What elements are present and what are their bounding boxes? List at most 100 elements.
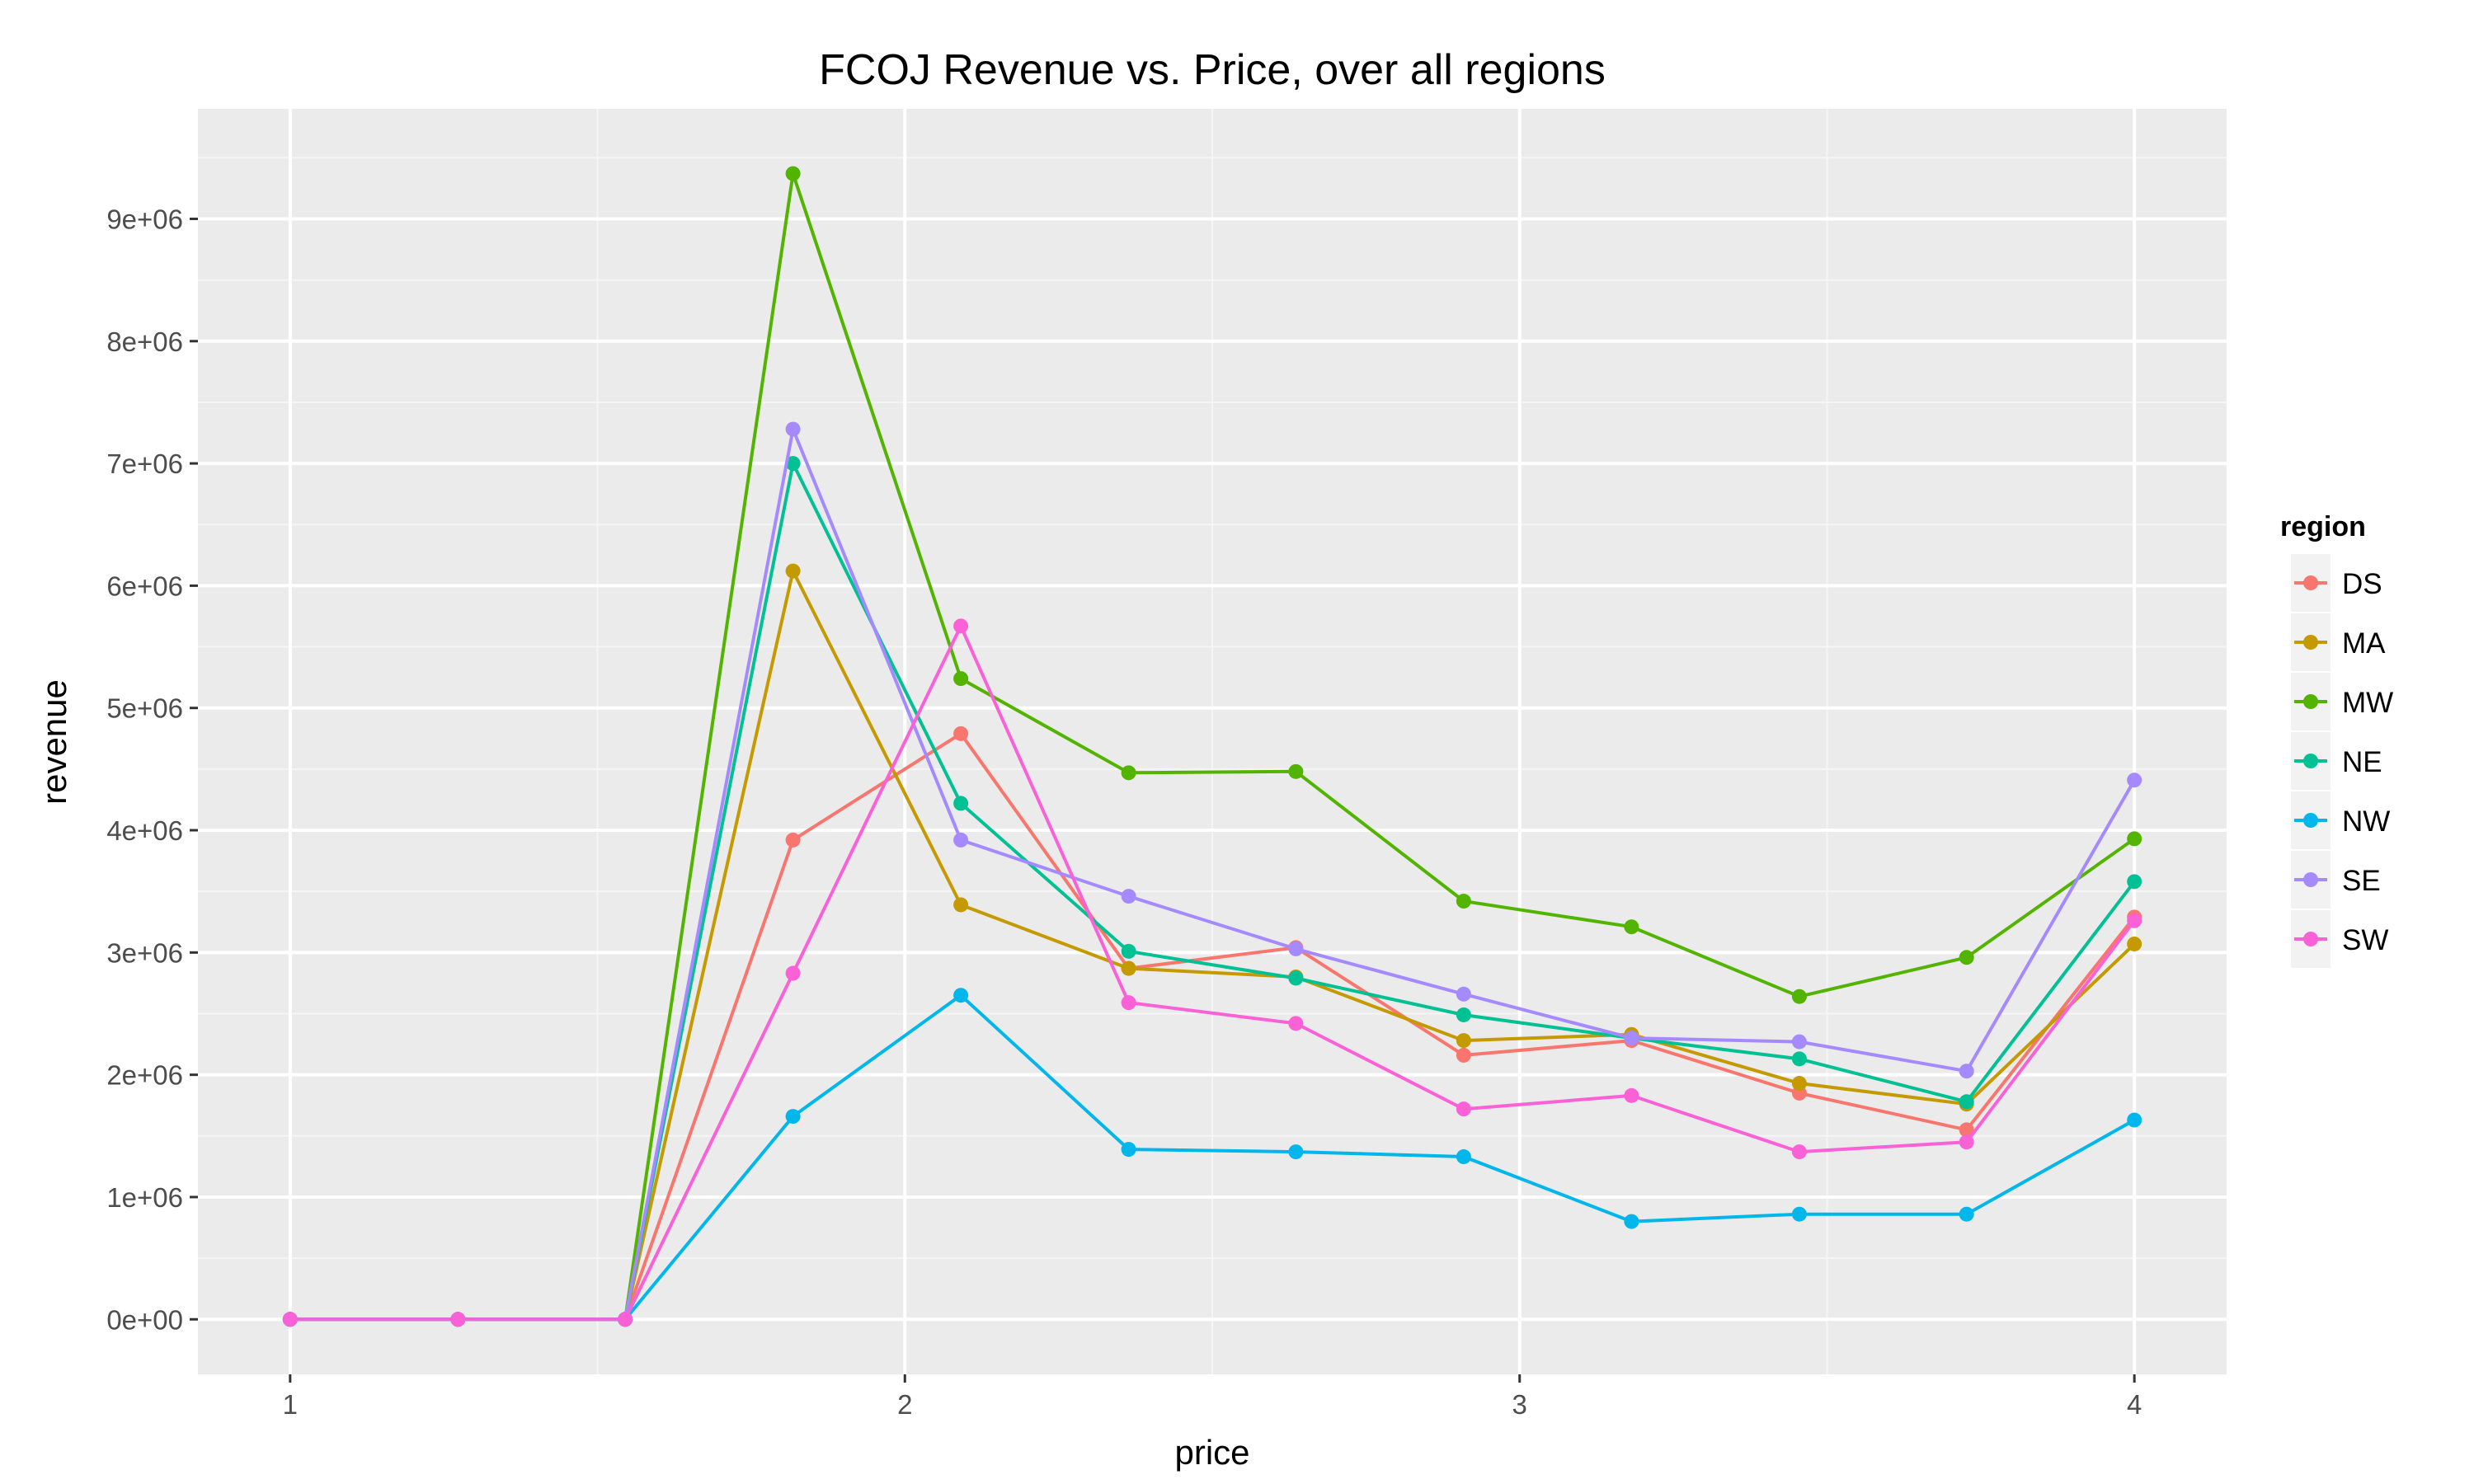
legend-key-point xyxy=(2303,754,2318,768)
data-point-ma xyxy=(785,563,801,579)
data-point-nw xyxy=(1624,1214,1639,1229)
legend-item-nw: NW xyxy=(2291,791,2390,849)
legend-label: SE xyxy=(2342,865,2381,897)
data-point-sw xyxy=(953,618,969,634)
legend: region DS MA MW NE NW SE SW xyxy=(2280,511,2393,968)
data-point-se xyxy=(785,421,801,437)
data-point-nw xyxy=(1959,1206,1974,1222)
data-point-se xyxy=(1288,941,1304,956)
y-tick-label: 7e+06 xyxy=(106,448,183,479)
legend-item-ne: NE xyxy=(2291,732,2382,790)
legend-key-point xyxy=(2303,575,2318,590)
x-axis-ticks: 1 2 3 4 xyxy=(283,1374,2142,1420)
y-tick-label: 6e+06 xyxy=(106,571,183,601)
y-tick-label: 1e+06 xyxy=(106,1182,183,1213)
data-point-nw xyxy=(1791,1206,1807,1222)
data-point-ne xyxy=(1288,970,1304,986)
minor-gridlines xyxy=(198,109,2227,1374)
data-point-mw xyxy=(1624,919,1639,935)
legend-key-point xyxy=(2303,813,2318,828)
data-point-se xyxy=(953,832,969,848)
y-axis-ticks: 0e+00 1e+06 2e+06 3e+06 4e+06 5e+06 6e+06 7e+06… xyxy=(106,204,198,1335)
legend-key-point xyxy=(2303,932,2318,946)
y-tick-label: 2e+06 xyxy=(106,1060,183,1091)
data-point-ne xyxy=(1456,1007,1471,1022)
data-point-sw xyxy=(450,1312,466,1327)
data-point-sw xyxy=(1288,1016,1304,1031)
y-tick-label: 0e+00 xyxy=(106,1304,183,1335)
legend-item-ma: MA xyxy=(2291,613,2386,671)
data-point-se xyxy=(1624,1031,1639,1046)
data-point-nw xyxy=(2127,1112,2142,1128)
data-point-sw xyxy=(1624,1087,1639,1103)
data-point-mw xyxy=(1288,763,1304,779)
y-tick-label: 4e+06 xyxy=(106,815,183,846)
data-point-nw xyxy=(1456,1149,1471,1165)
data-point-ne xyxy=(1121,943,1136,959)
data-point-sw xyxy=(282,1312,298,1327)
data-point-ne xyxy=(953,796,969,811)
data-point-se xyxy=(1121,889,1136,904)
legend-title: region xyxy=(2280,511,2366,542)
data-point-ma xyxy=(1791,1076,1807,1092)
legend-key-point xyxy=(2303,635,2318,650)
y-axis-title: revenue xyxy=(35,679,73,805)
y-tick-label: 5e+06 xyxy=(106,693,183,724)
legend-label: MA xyxy=(2342,627,2386,660)
legend-label: MW xyxy=(2342,687,2393,719)
data-point-ma xyxy=(953,897,969,913)
y-tick-label: 8e+06 xyxy=(106,326,183,357)
legend-item-ds: DS xyxy=(2291,554,2382,612)
data-point-sw xyxy=(618,1312,633,1327)
data-point-se xyxy=(1456,986,1471,1002)
x-tick-label: 1 xyxy=(283,1389,298,1420)
chart-title: FCOJ Revenue vs. Price, over all regions xyxy=(819,46,1606,94)
data-point-ds xyxy=(1456,1047,1471,1063)
data-point-sw xyxy=(1121,995,1136,1011)
data-point-mw xyxy=(785,166,801,181)
x-tick-label: 2 xyxy=(897,1389,912,1420)
x-tick-label: 4 xyxy=(2127,1389,2142,1420)
data-point-ne xyxy=(1791,1051,1807,1067)
data-point-sw xyxy=(1456,1101,1471,1117)
legend-label: NE xyxy=(2342,746,2382,778)
x-axis-title: price xyxy=(1174,1433,1249,1472)
data-point-ds xyxy=(953,726,969,741)
legend-label: NW xyxy=(2342,805,2390,838)
legend-key-point xyxy=(2303,872,2318,887)
data-point-mw xyxy=(1791,989,1807,1004)
data-point-ds xyxy=(1959,1122,1974,1138)
legend-item-mw: MW xyxy=(2291,673,2393,730)
data-point-ma xyxy=(1456,1033,1471,1049)
data-point-mw xyxy=(2127,831,2142,847)
series-layer xyxy=(282,166,2142,1327)
data-point-nw xyxy=(1288,1144,1304,1160)
y-tick-label: 9e+06 xyxy=(106,204,183,234)
data-point-ne xyxy=(785,456,801,472)
series-line-sw xyxy=(289,624,2136,1322)
data-point-ne xyxy=(2127,874,2142,890)
series-sw xyxy=(282,618,2142,1327)
data-point-sw xyxy=(1791,1144,1807,1160)
legend-key-point xyxy=(2303,694,2318,709)
x-tick-label: 3 xyxy=(1512,1389,1527,1420)
data-point-mw xyxy=(953,671,969,687)
data-point-ma xyxy=(2127,936,2142,951)
data-point-se xyxy=(1791,1034,1807,1050)
data-point-mw xyxy=(1121,765,1136,781)
legend-item-sw: SW xyxy=(2291,910,2388,968)
data-point-ds xyxy=(785,832,801,848)
data-point-sw xyxy=(1959,1134,1974,1150)
data-point-nw xyxy=(953,988,969,1003)
y-tick-label: 3e+06 xyxy=(106,937,183,968)
data-point-mw xyxy=(1456,894,1471,909)
data-point-ne xyxy=(1959,1094,1974,1110)
data-point-ma xyxy=(1121,960,1136,976)
data-point-nw xyxy=(1121,1142,1136,1158)
legend-label: DS xyxy=(2342,568,2382,600)
legend-label: SW xyxy=(2342,924,2388,956)
data-point-nw xyxy=(785,1109,801,1125)
data-point-se xyxy=(2127,773,2142,788)
